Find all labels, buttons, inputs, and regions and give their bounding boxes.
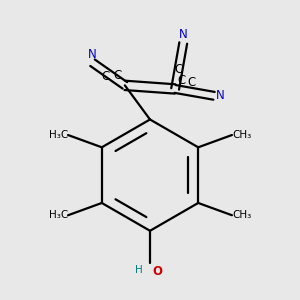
Text: C: C (174, 63, 183, 76)
Text: N: N (216, 89, 225, 102)
Text: C: C (114, 70, 122, 83)
Text: N: N (88, 48, 97, 61)
Text: CH₃: CH₃ (232, 130, 251, 140)
Text: H₃C: H₃C (49, 210, 68, 220)
Text: H: H (135, 265, 143, 275)
Text: N: N (179, 28, 188, 41)
Text: O: O (152, 265, 162, 278)
Text: H₃C: H₃C (49, 130, 68, 140)
Text: CH₃: CH₃ (232, 210, 251, 220)
Text: C: C (102, 70, 110, 83)
Text: C: C (177, 74, 185, 87)
Text: C: C (187, 76, 195, 89)
